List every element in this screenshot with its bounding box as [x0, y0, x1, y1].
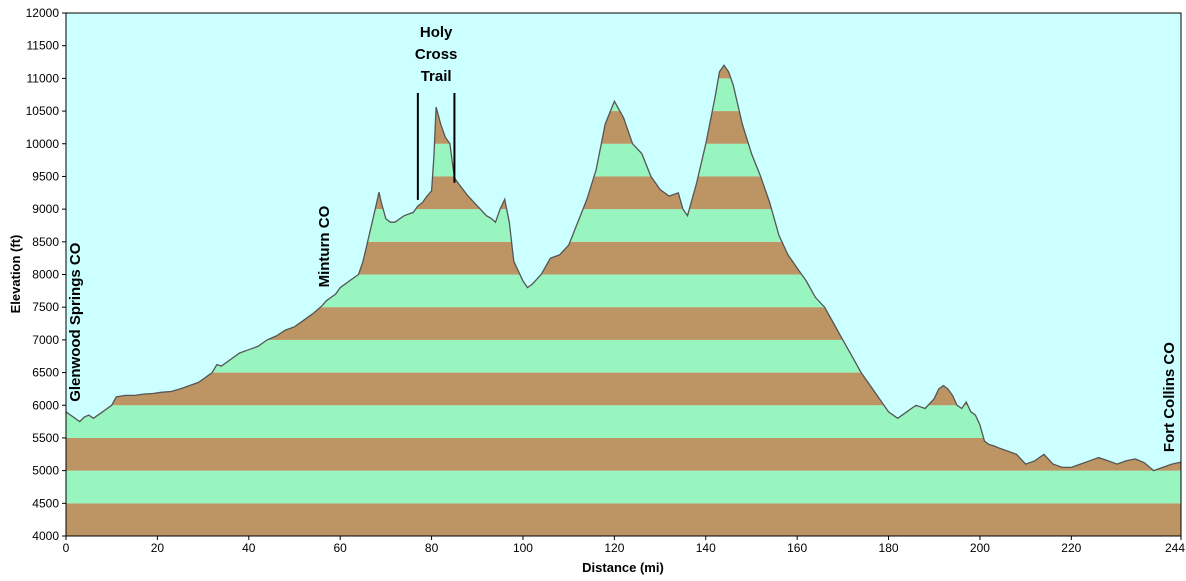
- y-tick-label: 9500: [32, 169, 59, 183]
- y-tick-label: 6000: [32, 398, 59, 412]
- x-tick-label: 220: [1061, 541, 1081, 555]
- x-tick-label: 0: [63, 541, 70, 555]
- y-tick-label: 5000: [32, 464, 59, 478]
- trail-label: Cross: [415, 46, 458, 63]
- trail-label: Holy: [420, 24, 453, 41]
- x-axis-label: Distance (mi): [582, 560, 664, 575]
- x-tick-label: 100: [513, 541, 533, 555]
- y-tick-label: 6500: [32, 366, 59, 380]
- elevation-line: [65, 64, 1182, 472]
- annotations: Glenwood Springs CO Minturn CO Fort Collin…: [67, 24, 1178, 452]
- x-tick-label: 60: [334, 541, 348, 555]
- elevation-band: [66, 470, 1181, 504]
- y-tick-label: 7000: [32, 333, 59, 347]
- x-tick-label: 180: [879, 541, 899, 555]
- y-tick-label: 8000: [32, 268, 59, 282]
- y-tick-label: 5500: [32, 431, 59, 445]
- axes: 4000 4500 5000 5500 6000 6500 7000 7500 8000 8500…: [26, 6, 1186, 555]
- y-tick-label: 11500: [27, 39, 60, 53]
- town-label: Fort Collins CO: [1161, 342, 1178, 452]
- x-tick-label: 80: [425, 541, 439, 555]
- y-tick-label: 9000: [32, 202, 59, 216]
- x-tick-label: 120: [604, 541, 624, 555]
- elevation-band: [66, 503, 1181, 536]
- town-label: Glenwood Springs CO: [67, 242, 84, 402]
- town-label: Minturn CO: [316, 205, 333, 287]
- y-tick-label: 7500: [32, 300, 59, 314]
- y-tick-label: 10000: [26, 137, 60, 151]
- y-tick-label: 8500: [32, 235, 59, 249]
- x-tick-label: 200: [970, 541, 990, 555]
- y-tick-label: 12000: [26, 6, 60, 20]
- y-tick-label: 11000: [27, 71, 60, 85]
- y-axis-label: Elevation (ft): [8, 235, 23, 314]
- x-tick-label: 244: [1165, 541, 1185, 555]
- trail-label: Trail: [421, 68, 452, 85]
- y-tick-label: 4500: [32, 496, 59, 510]
- x-tick-label: 160: [787, 541, 807, 555]
- x-tick-label: 140: [696, 541, 716, 555]
- y-tick-label: 4000: [32, 529, 59, 543]
- y-tick-label: 10500: [26, 104, 60, 118]
- x-tick-label: 20: [151, 541, 165, 555]
- x-tick-label: 40: [242, 541, 256, 555]
